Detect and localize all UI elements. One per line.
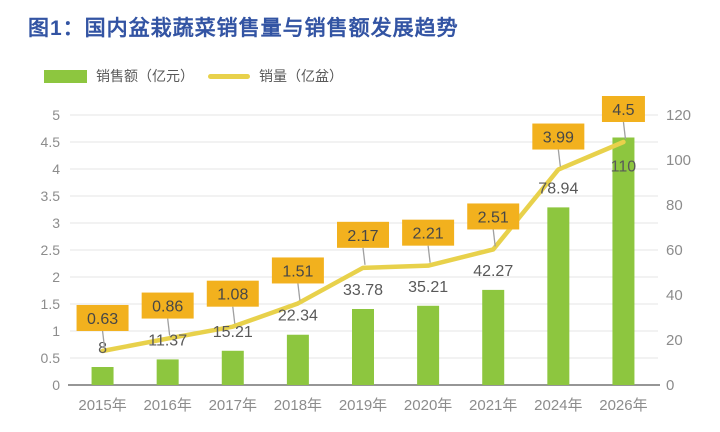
right-axis-tick: 100 — [666, 152, 691, 169]
right-axis-tick: 20 — [666, 332, 683, 349]
x-axis-label-2019年: 2019年 — [339, 397, 387, 414]
bar-2017年 — [221, 350, 244, 385]
bar-value-label: 8 — [98, 340, 107, 357]
x-axis-label-2026年: 2026年 — [599, 397, 647, 414]
callout-box-2016年 — [141, 292, 194, 319]
x-axis-label-2024年: 2024年 — [534, 397, 582, 414]
callout-connector — [557, 149, 561, 167]
callout-box-2020年 — [402, 219, 455, 246]
bar-value-label: 35.21 — [408, 279, 448, 296]
callout-box-2024年 — [532, 123, 585, 150]
left-axis-tick: 5 — [52, 107, 60, 123]
left-axis-tick: 4 — [52, 161, 60, 177]
left-axis-tick: 1.5 — [41, 296, 61, 312]
legend-bar-swatch — [44, 69, 87, 83]
x-axis-label-2015年: 2015年 — [78, 397, 126, 414]
bar-value-label: 11.37 — [148, 332, 187, 349]
bar-value-label: 42.27 — [473, 263, 513, 280]
chart-legend: 销售额（亿元） 销量（亿盆） — [44, 66, 343, 86]
callout-value-label: 1.08 — [217, 287, 248, 304]
callout-box-2019年 — [337, 221, 389, 248]
right-axis-tick: 0 — [666, 377, 674, 394]
callout-value-label: 1.51 — [282, 263, 313, 280]
callout-connector — [297, 283, 301, 301]
callout-value-label: 0.63 — [87, 311, 118, 328]
bar-value-label: 110 — [611, 159, 637, 176]
left-axis-tick: 0.5 — [41, 350, 61, 366]
right-axis-tick: 40 — [666, 287, 683, 304]
callout-box-2015年 — [76, 304, 129, 331]
bar-2026年 — [612, 137, 635, 385]
left-axis-tick: 1 — [52, 323, 60, 339]
callout-box-2021年 — [467, 203, 520, 230]
callout-connector — [362, 247, 366, 265]
legend-bar-label: 销售额（亿元） — [96, 68, 194, 84]
bar-2015年 — [91, 367, 114, 385]
x-axis-label-2016年: 2016年 — [143, 397, 191, 414]
bar-2020年 — [417, 305, 440, 385]
bar-2016年 — [156, 359, 179, 385]
right-axis-tick: 80 — [666, 197, 683, 214]
callout-value-label: 3.99 — [543, 130, 574, 147]
callout-box-2026年 — [601, 96, 645, 122]
bar-value-label: 15.21 — [213, 324, 253, 341]
left-axis-tick: 3.5 — [41, 188, 61, 204]
callout-value-label: 2.17 — [347, 228, 378, 245]
chart-title: 图1：国内盆栽蔬菜销售量与销售额发展趋势 — [28, 17, 459, 40]
x-axis-label-2017年: 2017年 — [209, 397, 257, 414]
callout-box-2018年 — [271, 257, 324, 284]
legend-line-swatch — [208, 73, 250, 79]
bar-value-label: 22.34 — [278, 308, 318, 325]
callout-connector — [492, 229, 496, 247]
sales-volume-line — [100, 139, 626, 354]
legend-line-label: 销量（亿盆） — [259, 68, 343, 84]
callout-connector — [101, 330, 106, 349]
bar-2018年 — [286, 334, 309, 385]
callout-connector — [622, 121, 627, 140]
callout-connector — [427, 245, 431, 263]
x-axis-label-2018年: 2018年 — [274, 397, 322, 414]
right-axis-tick: 60 — [666, 242, 683, 259]
left-axis-tick: 4.5 — [41, 134, 61, 150]
callout-connector — [232, 306, 236, 324]
bar-2019年 — [352, 308, 374, 385]
bar-2024年 — [547, 207, 570, 385]
left-axis-tick: 0 — [52, 377, 60, 393]
callout-connector — [167, 318, 171, 336]
x-axis-label-2020年: 2020年 — [404, 397, 452, 414]
left-axis-tick: 2 — [52, 269, 60, 285]
bar-value-label: 33.78 — [343, 282, 383, 299]
callout-value-label: 2.51 — [478, 209, 509, 226]
left-axis-tick: 2.5 — [41, 242, 61, 258]
callout-value-label: 4.5 — [612, 102, 634, 119]
x-axis-label-2021年: 2021年 — [469, 397, 517, 414]
left-axis-tick: 3 — [52, 215, 60, 231]
bar-value-label: 78.94 — [538, 180, 578, 197]
callout-value-label: 2.21 — [413, 226, 444, 243]
callout-value-label: 0.86 — [152, 299, 183, 316]
callout-box-2017年 — [206, 280, 259, 307]
bar-2021年 — [482, 289, 505, 385]
right-axis-tick: 120 — [666, 107, 691, 124]
